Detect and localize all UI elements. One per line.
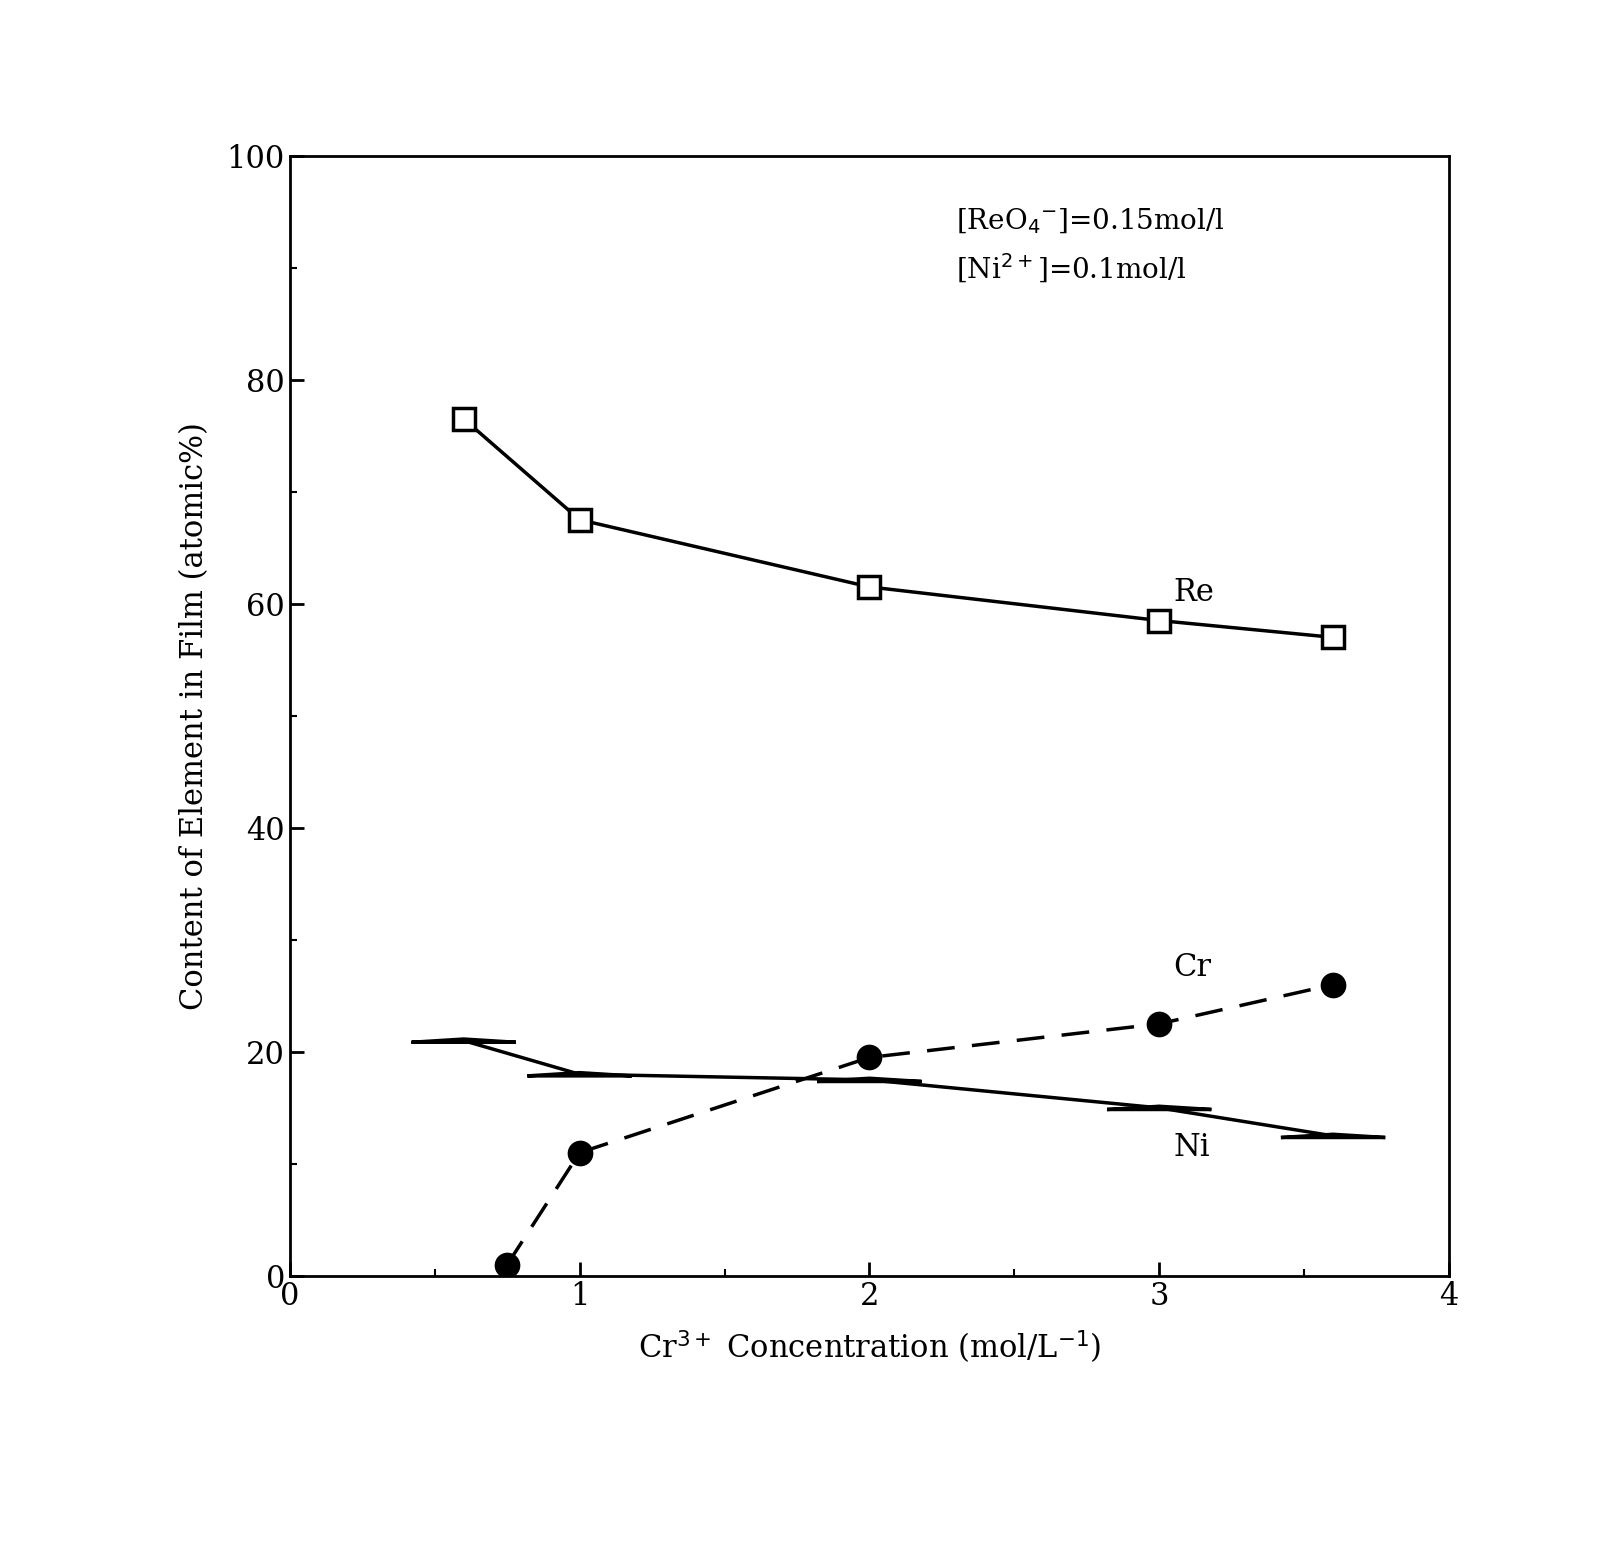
- Text: [ReO$_4$$^{-}$]=0.15mol/l
[Ni$^{2+}$]=0.1mol/l: [ReO$_4$$^{-}$]=0.15mol/l [Ni$^{2+}$]=0.…: [956, 205, 1225, 285]
- Polygon shape: [412, 1039, 515, 1043]
- Text: Re: Re: [1174, 577, 1214, 608]
- Polygon shape: [528, 1072, 631, 1075]
- Polygon shape: [818, 1078, 921, 1081]
- Text: Ni: Ni: [1174, 1131, 1211, 1162]
- Text: Cr: Cr: [1174, 952, 1212, 983]
- Y-axis label: Content of Element in Film (atomic%): Content of Element in Film (atomic%): [179, 422, 209, 1010]
- Polygon shape: [1282, 1134, 1385, 1137]
- X-axis label: Cr$^{3+}$ Concentration (mol/L$^{-1}$): Cr$^{3+}$ Concentration (mol/L$^{-1}$): [638, 1329, 1101, 1366]
- Polygon shape: [1108, 1106, 1211, 1109]
